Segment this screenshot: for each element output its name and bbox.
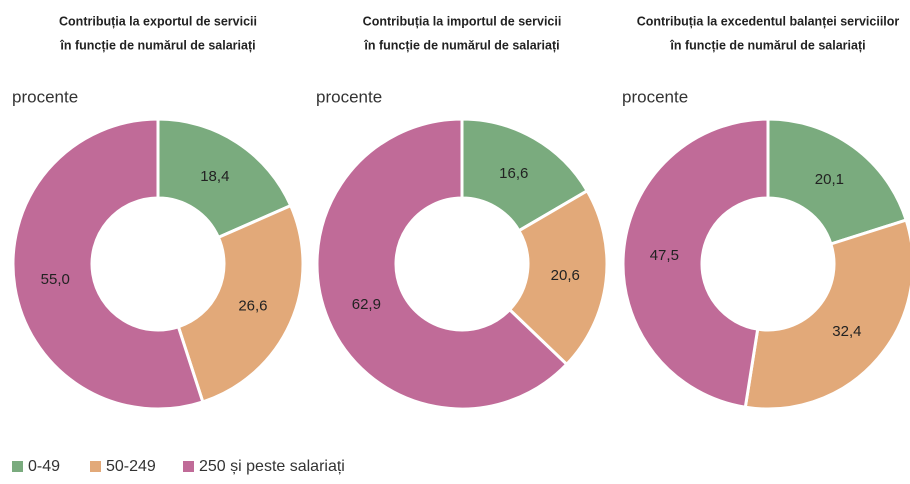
chart-title: Contribuția la exportul de servicii — [59, 14, 257, 28]
legend-label: 250 și peste salariați — [199, 458, 345, 475]
legend-swatch — [183, 461, 194, 472]
unit-label: procente — [622, 87, 688, 106]
value-label: 16,6 — [499, 165, 528, 182]
chart-title: Contribuția la importul de servicii — [363, 14, 562, 28]
unit-label: procente — [316, 87, 382, 106]
donut-segment — [156, 117, 293, 240]
donut-segment — [621, 117, 770, 409]
legend-label: 0-49 — [28, 458, 60, 475]
value-label: 47,5 — [650, 247, 679, 264]
legend-label: 50-249 — [106, 458, 156, 475]
chart-title: în funcție de numărul de salariați — [363, 38, 559, 52]
chart-title: Contribuția la excedentul balanței servi… — [637, 14, 900, 28]
value-label: 62,9 — [352, 296, 381, 313]
donut-segment — [460, 117, 590, 233]
value-label: 26,6 — [238, 297, 267, 314]
value-label: 20,6 — [551, 267, 580, 284]
unit-label: procente — [12, 87, 78, 106]
donut-segment — [315, 117, 569, 411]
donut-segment — [11, 117, 205, 411]
chart-title: în funcție de numărul de salariați — [59, 38, 255, 52]
value-label: 18,4 — [200, 168, 229, 185]
donut-segment — [507, 188, 609, 367]
donut-segment — [743, 218, 910, 411]
donut-segment — [176, 203, 305, 404]
chart-title: în funcție de numărul de salariați — [669, 38, 865, 52]
value-label: 55,0 — [41, 271, 70, 288]
value-label: 32,4 — [832, 323, 861, 340]
legend-swatch — [90, 461, 101, 472]
legend-swatch — [12, 461, 23, 472]
donut-segment — [766, 117, 909, 246]
value-label: 20,1 — [815, 171, 844, 188]
